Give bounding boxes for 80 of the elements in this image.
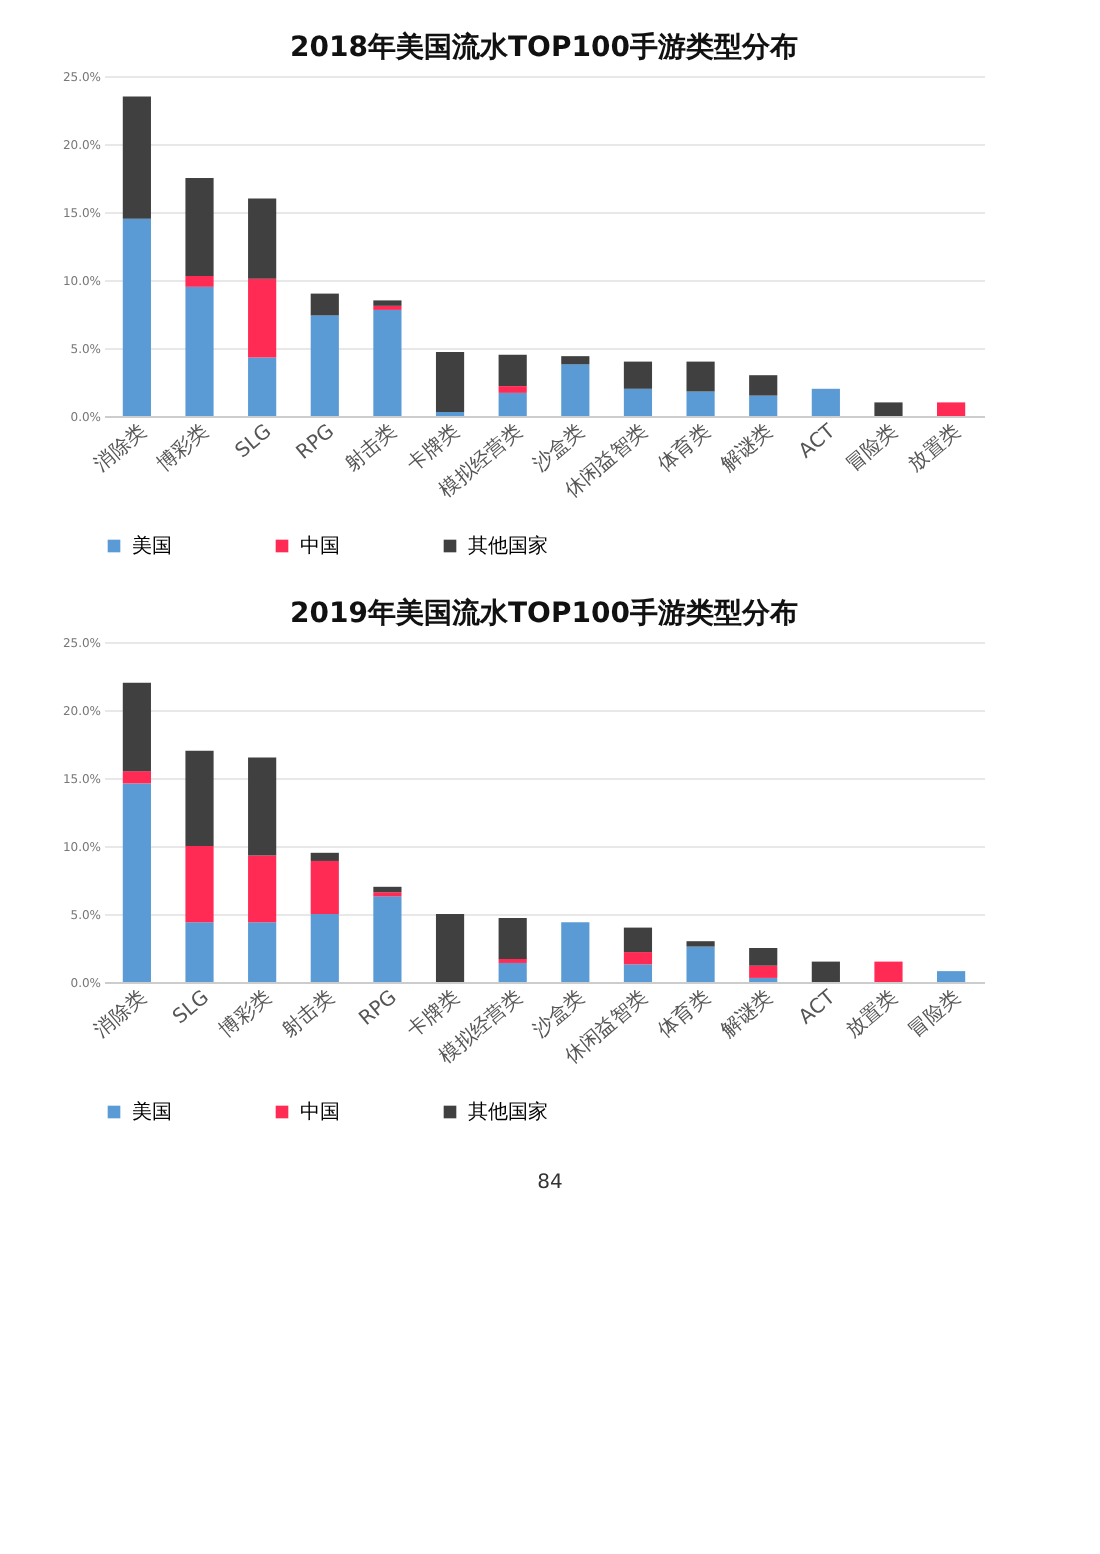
- bar: [749, 948, 778, 966]
- x-tick-label: 解谜类: [715, 419, 778, 477]
- x-tick-label: SLG: [169, 987, 214, 1030]
- bar: [122, 783, 151, 982]
- bar: [310, 860, 339, 914]
- bar: [310, 852, 339, 861]
- x-tick-label: 放置类: [903, 419, 966, 477]
- bar: [498, 386, 527, 393]
- legend-label: 中国: [300, 534, 340, 558]
- x-tick-label: 博彩类: [214, 985, 277, 1043]
- bar: [623, 952, 653, 965]
- bar: [623, 964, 653, 982]
- x-tick-label: 射击类: [340, 419, 402, 477]
- text: 84: [535, 1172, 565, 1194]
- bar: [561, 364, 590, 416]
- bar: [686, 941, 715, 947]
- bar: [561, 922, 590, 982]
- bar: [686, 946, 715, 982]
- x-tick-label: SLG: [232, 421, 277, 464]
- bar: [248, 922, 277, 982]
- bar: [373, 300, 402, 306]
- bar: [811, 388, 840, 416]
- bar: [185, 846, 214, 923]
- x-tick-label: 射击类: [277, 985, 339, 1043]
- legend-label: 美国: [132, 534, 172, 558]
- bar: [310, 293, 339, 316]
- x-tick-label: 冒险类: [841, 419, 903, 477]
- x-tick-label: 博彩类: [152, 419, 214, 477]
- bar: [373, 896, 402, 982]
- x-tick-label: 冒险类: [903, 985, 966, 1043]
- bar: [686, 391, 715, 416]
- bar: [498, 918, 527, 959]
- legend-label: 其他国家: [468, 534, 548, 558]
- bar: [185, 286, 214, 416]
- bar: [686, 361, 715, 392]
- bar: [373, 309, 402, 416]
- bar: [373, 886, 402, 893]
- bar: [122, 218, 151, 416]
- bar: [310, 914, 339, 982]
- bar: [498, 962, 527, 982]
- chart-title: 2018年美国流水TOP100手游类型分布: [290, 30, 798, 64]
- bar: [310, 315, 339, 416]
- bar: [122, 96, 151, 219]
- bar: [623, 361, 653, 389]
- bar: [248, 357, 277, 416]
- bar: [435, 352, 465, 412]
- bar: [498, 392, 527, 416]
- x-tick-label: 解谜类: [715, 985, 778, 1043]
- bar: [248, 278, 277, 358]
- x-tick-label: 体育类: [653, 985, 715, 1043]
- bar: [185, 750, 214, 846]
- x-tick-label: 消除类: [89, 985, 152, 1043]
- chart-title: 2019年美国流水TOP100手游类型分布: [290, 596, 798, 630]
- bar: [185, 275, 214, 287]
- bar: [248, 757, 277, 856]
- bar: [874, 402, 903, 416]
- bar: [623, 927, 653, 953]
- legend-label: 其他国家: [468, 1100, 548, 1124]
- bar: [623, 388, 653, 416]
- bar: [749, 965, 778, 978]
- legend-label: 美国: [132, 1100, 172, 1124]
- x-tick-label: 体育类: [653, 419, 715, 477]
- bar: [248, 198, 277, 279]
- bar: [248, 855, 277, 923]
- bar: [498, 354, 527, 387]
- bar: [749, 395, 778, 416]
- bar: [811, 961, 840, 982]
- bar: [561, 356, 590, 365]
- bar: [185, 922, 214, 982]
- bar: [937, 402, 966, 416]
- legend-label: 中国: [300, 1100, 340, 1124]
- bar: [122, 771, 151, 784]
- x-tick-label: 放置类: [841, 985, 903, 1043]
- x-tick-label: 消除类: [89, 419, 152, 477]
- bar: [122, 682, 151, 772]
- bar: [435, 914, 465, 982]
- bar: [937, 971, 966, 982]
- bar: [749, 375, 778, 396]
- bar: [185, 178, 214, 276]
- bar: [874, 961, 903, 982]
